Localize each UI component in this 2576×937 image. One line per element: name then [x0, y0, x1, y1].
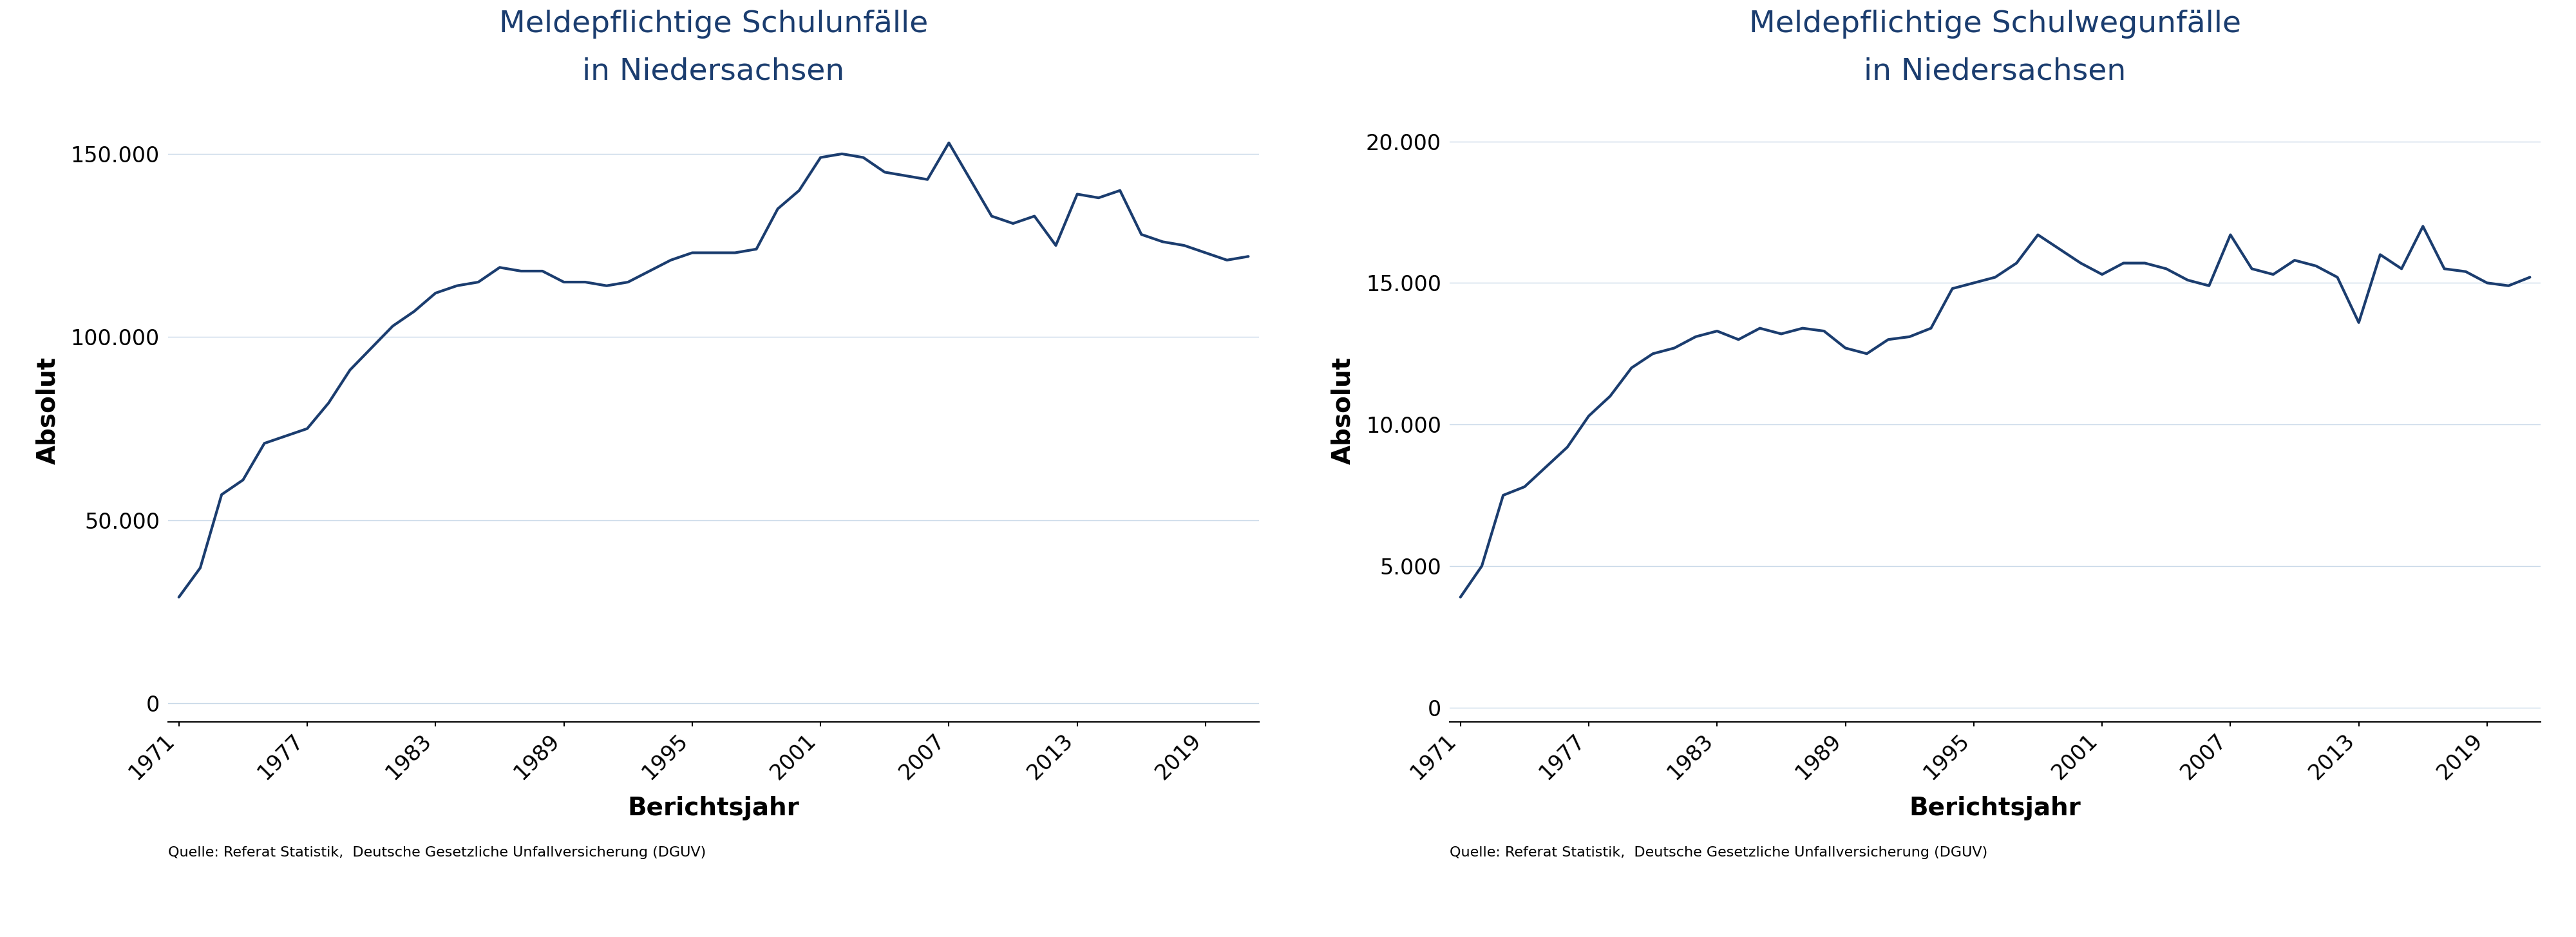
Y-axis label: Absolut: Absolut: [1332, 356, 1355, 464]
Title: Meldepflichtige Schulunfälle
in Niedersachsen: Meldepflichtige Schulunfälle in Niedersa…: [500, 9, 927, 85]
X-axis label: Berichtsjahr: Berichtsjahr: [1909, 796, 2081, 821]
Title: Meldepflichtige Schulwegunfälle
in Niedersachsen: Meldepflichtige Schulwegunfälle in Niede…: [1749, 9, 2241, 85]
Y-axis label: Absolut: Absolut: [36, 356, 59, 464]
X-axis label: Berichtsjahr: Berichtsjahr: [629, 796, 799, 821]
Text: Quelle: Referat Statistik,  Deutsche Gesetzliche Unfallversicherung (DGUV): Quelle: Referat Statistik, Deutsche Gese…: [167, 846, 706, 859]
Text: Quelle: Referat Statistik,  Deutsche Gesetzliche Unfallversicherung (DGUV): Quelle: Referat Statistik, Deutsche Gese…: [1450, 846, 1989, 859]
